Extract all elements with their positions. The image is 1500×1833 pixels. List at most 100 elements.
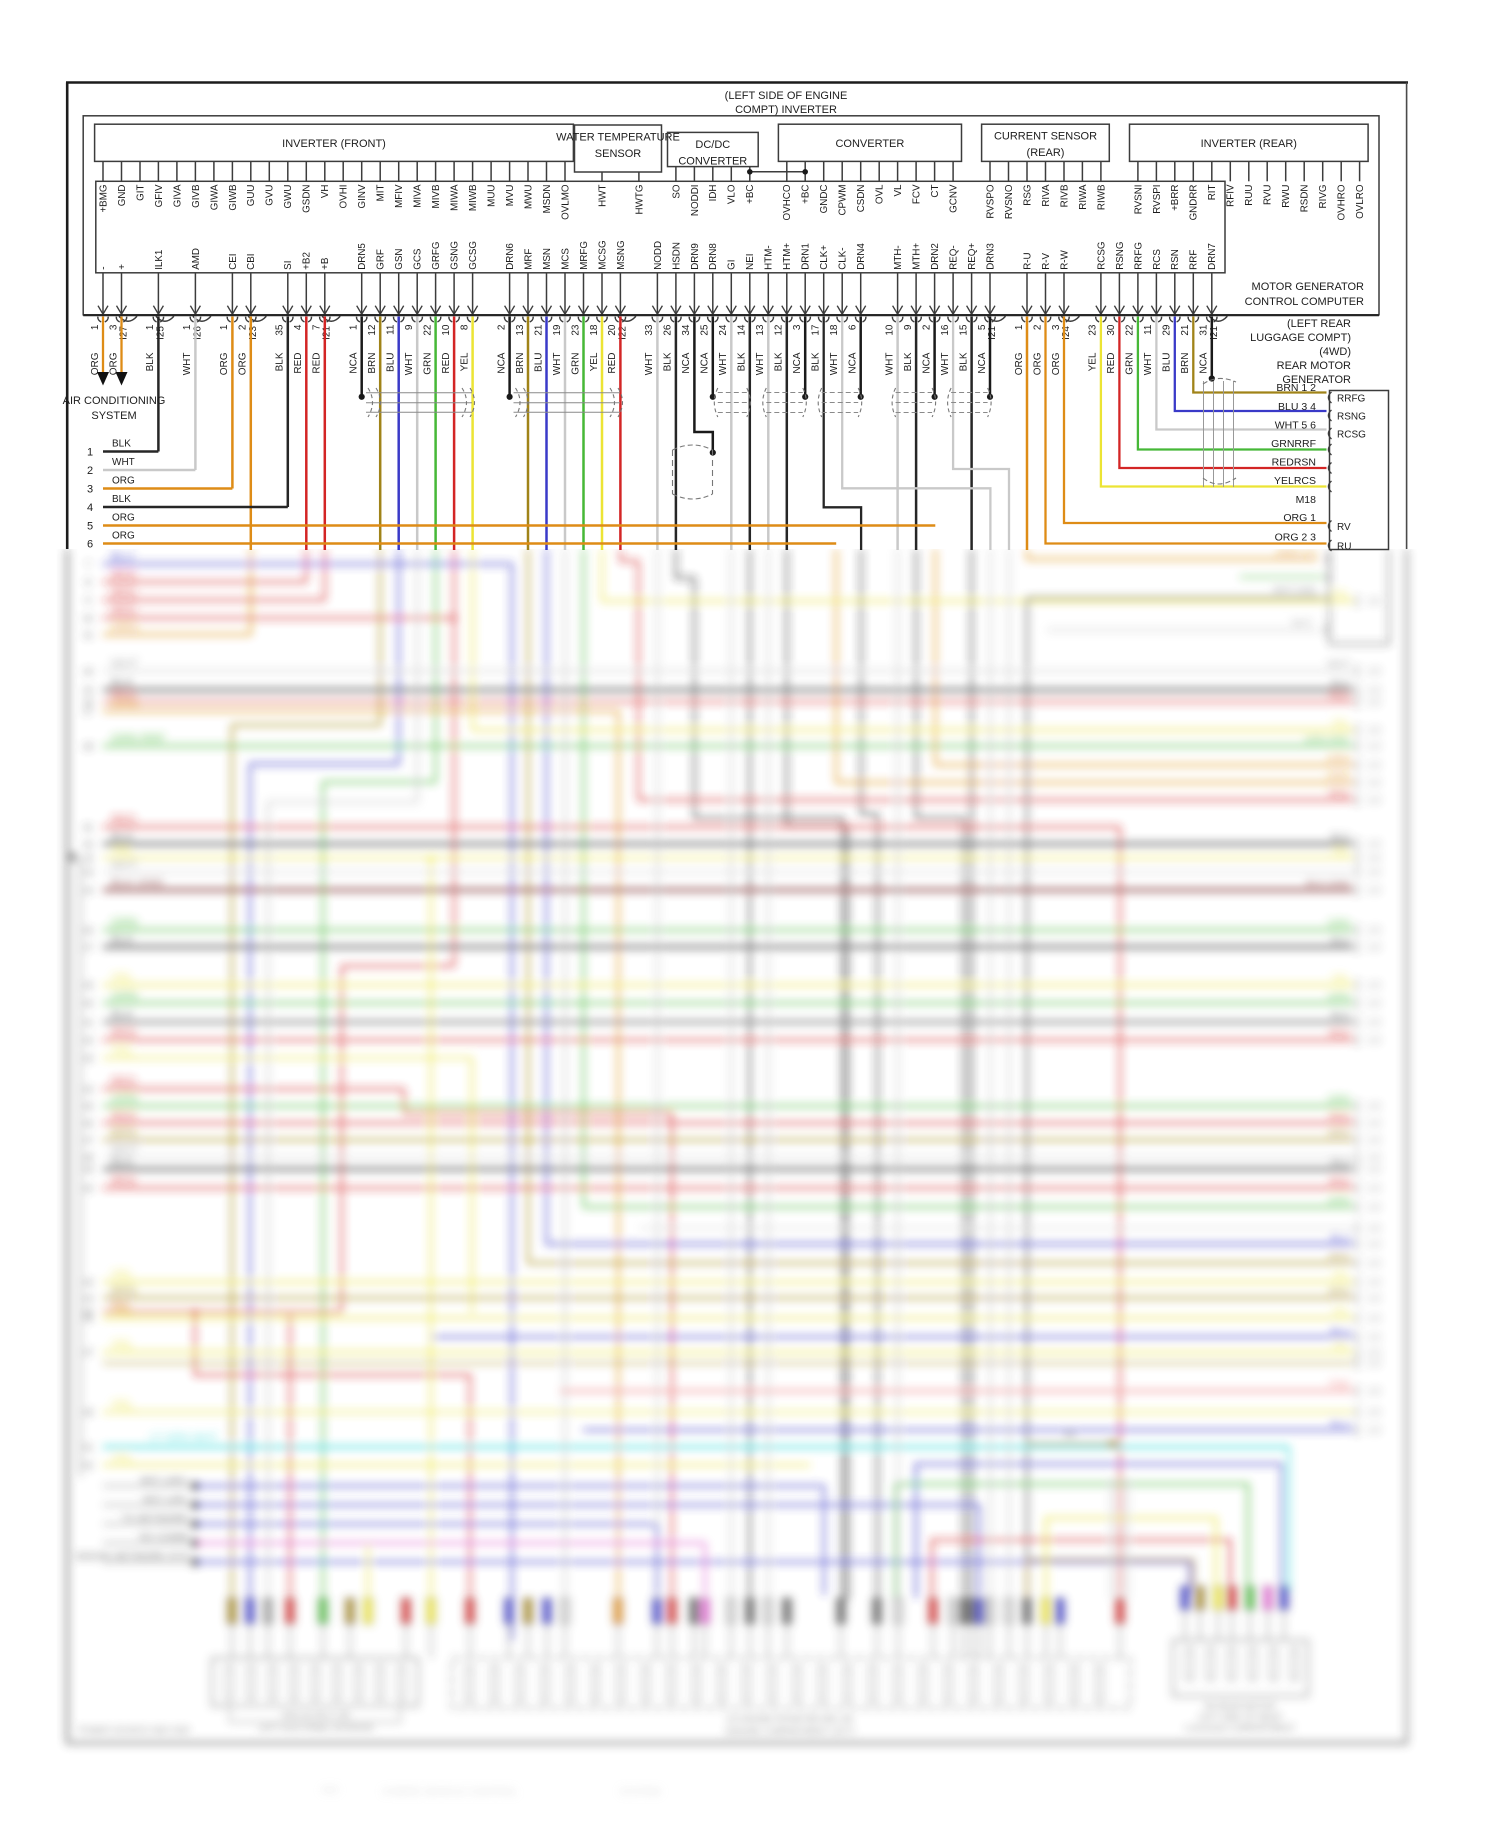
svg-text:20: 20 — [607, 324, 618, 336]
svg-text:RRFG: RRFG — [1133, 242, 1144, 270]
svg-text:RED: RED — [111, 586, 137, 600]
svg-text:11: 11 — [1143, 324, 1154, 335]
svg-text:RVSPI: RVSPI — [1152, 185, 1163, 214]
svg-text:RSN: RSN — [1170, 249, 1181, 270]
svg-text:HWT: HWT — [597, 184, 608, 206]
svg-text:GVU: GVU — [265, 185, 276, 206]
svg-text:15: 15 — [83, 686, 93, 696]
svg-text:10: 10 — [884, 324, 895, 336]
svg-text:BLK GND: BLK GND — [1306, 879, 1350, 890]
svg-text:RWU: RWU — [1281, 185, 1292, 208]
svg-text:RUU: RUU — [1244, 185, 1255, 206]
svg-text:M18: M18 — [1296, 494, 1317, 506]
svg-text:ORG: ORG — [219, 352, 230, 375]
svg-text:DRN5: DRN5 — [357, 243, 368, 270]
svg-text:YEL: YEL — [1331, 1307, 1350, 1318]
svg-text:14: 14 — [83, 667, 93, 677]
svg-text:RED: RED — [607, 353, 618, 374]
svg-text:WHT: WHT — [1292, 618, 1313, 628]
svg-text:2: 2 — [87, 465, 93, 477]
svg-text:MIVB: MIVB — [431, 184, 442, 208]
svg-text:17: 17 — [83, 707, 93, 717]
svg-text:18: 18 — [589, 324, 600, 336]
svg-text:1 2: 1 2 — [1368, 853, 1381, 863]
svg-text:ORG 4 5: ORG 4 5 — [1277, 548, 1317, 559]
svg-text:NEI: NEI — [745, 253, 756, 269]
svg-text:29: 29 — [83, 981, 93, 991]
svg-text:I22: I22 — [617, 326, 628, 340]
svg-text:27: 27 — [83, 943, 93, 953]
svg-text:GIWB: GIWB — [228, 184, 239, 211]
svg-text:23: 23 — [570, 324, 581, 336]
svg-text:YEL: YEL — [111, 1268, 134, 1282]
svg-text:I27: I27 — [119, 326, 130, 340]
svg-text:ORG: ORG — [1032, 352, 1043, 375]
svg-text:13: 13 — [755, 324, 766, 336]
svg-text:13: 13 — [515, 324, 526, 336]
svg-text:YEL: YEL — [1331, 847, 1350, 858]
svg-text:1 2: 1 2 — [1368, 1425, 1381, 1435]
svg-text:YEL: YEL — [111, 1451, 134, 1465]
svg-text:45: 45 — [83, 1314, 93, 1324]
svg-text:MRF: MRF — [523, 249, 534, 270]
svg-text:R6 REAR MOTOR: R6 REAR MOTOR — [1205, 1701, 1276, 1711]
svg-text:1 2: 1 2 — [1368, 1035, 1381, 1045]
svg-text:WHT: WHT — [182, 353, 193, 376]
svg-text:OVLMO: OVLMO — [560, 184, 571, 220]
svg-text:26: 26 — [83, 926, 93, 936]
svg-text:MRFG: MRFG — [579, 241, 590, 270]
svg-text:ORG: ORG — [1327, 754, 1350, 765]
svg-text:3: 3 — [792, 324, 803, 330]
svg-text:ORG: ORG — [112, 476, 135, 487]
svg-text:RED: RED — [111, 568, 137, 582]
svg-text:RSG: RSG — [1022, 185, 1033, 206]
svg-text:RIVA: RIVA — [1041, 184, 1052, 207]
svg-text:GRN: GRN — [111, 916, 138, 930]
svg-text:GWU: GWU — [283, 185, 294, 209]
svg-text:39: 39 — [83, 1165, 93, 1175]
svg-text:GRN: GRN — [1328, 919, 1350, 930]
svg-text:NCA: NCA — [496, 352, 507, 373]
svg-text:8: 8 — [85, 578, 90, 588]
svg-text:1 2: 1 2 — [1368, 760, 1381, 770]
svg-text:NCA: NCA — [681, 352, 692, 373]
svg-text:1 2: 1 2 — [1368, 1358, 1381, 1368]
svg-text:GRN: GRN — [1125, 353, 1136, 375]
svg-text:18: 18 — [83, 742, 93, 752]
svg-text:BRN: BRN — [1329, 1129, 1350, 1140]
svg-text:GRN: GRN — [1328, 1095, 1350, 1106]
svg-text:RIWB: RIWB — [1096, 184, 1107, 210]
svg-text:NCA: NCA — [700, 352, 711, 373]
svg-text:BLK: BLK — [958, 352, 969, 371]
svg-text:1 2: 1 2 — [1368, 1101, 1381, 1111]
svg-text:GCS: GCS — [413, 248, 424, 270]
svg-text:LT GRN WHT: LT GRN WHT — [150, 1432, 218, 1444]
svg-text:2: 2 — [238, 324, 249, 330]
svg-text:NCA: NCA — [848, 352, 859, 373]
svg-text:ORG 1: ORG 1 — [1283, 512, 1316, 524]
svg-text:REQ+: REQ+ — [967, 243, 978, 270]
svg-text:1 2: 1 2 — [1368, 867, 1381, 877]
svg-text:YELRCS: YELRCS — [1274, 475, 1316, 487]
svg-text:24: 24 — [718, 324, 729, 336]
svg-text:CT: CT — [930, 184, 941, 197]
svg-text:CLK-: CLK- — [838, 247, 849, 269]
svg-text:BLK: BLK — [1331, 679, 1350, 690]
svg-text:DRN2: DRN2 — [930, 243, 941, 270]
svg-text:30: 30 — [1106, 324, 1117, 336]
svg-text:WATER TEMPERATURE: WATER TEMPERATURE — [556, 132, 680, 144]
svg-text:BLK: BLK — [112, 494, 131, 505]
svg-text:(LEFT SIDE OF ENGINE: (LEFT SIDE OF ENGINE — [725, 90, 848, 102]
svg-text:34: 34 — [681, 324, 692, 336]
svg-text:10: 10 — [83, 614, 93, 624]
svg-text:GIWA: GIWA — [209, 184, 220, 210]
svg-text:33: 33 — [83, 1054, 93, 1064]
svg-text:GIVA: GIVA — [172, 184, 183, 207]
svg-text:(LEFT REAR: (LEFT REAR — [1287, 318, 1351, 330]
svg-text:YEL: YEL — [111, 844, 134, 858]
svg-text:14: 14 — [737, 324, 748, 336]
svg-text:BRN: BRN — [1180, 353, 1191, 374]
svg-text:WHT 5 6: WHT 5 6 — [1275, 420, 1316, 432]
svg-text:1: 1 — [182, 324, 193, 330]
svg-text:36: 36 — [83, 1119, 93, 1129]
